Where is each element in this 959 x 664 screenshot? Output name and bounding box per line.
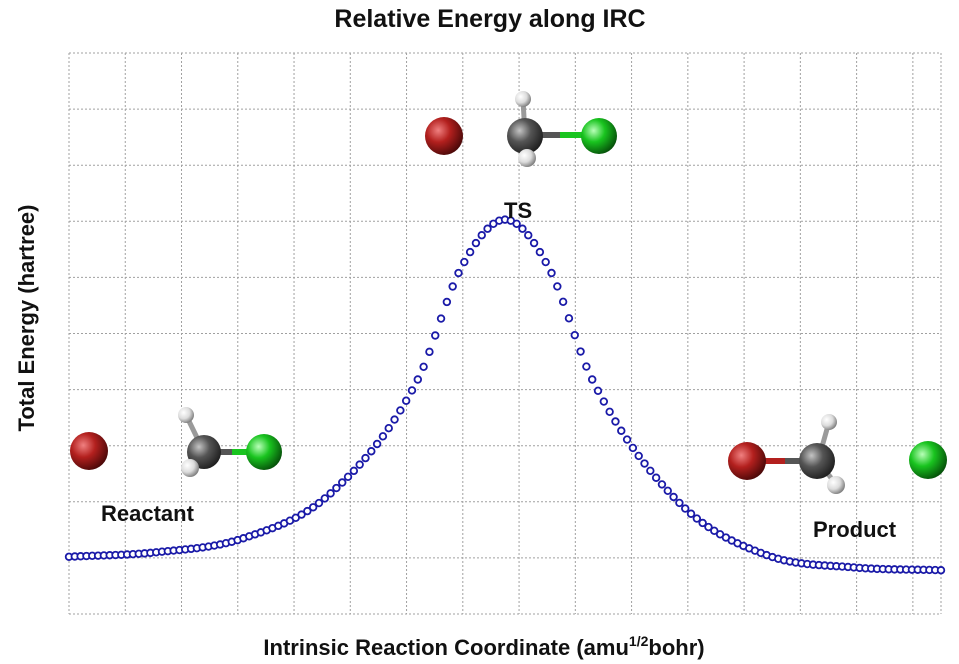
data-point <box>465 247 475 257</box>
annotation-ts: TS <box>504 198 532 223</box>
data-point <box>657 480 667 489</box>
bromine-atom <box>425 117 463 155</box>
data-point <box>611 417 620 426</box>
data-point <box>698 518 707 528</box>
data-point <box>407 386 417 395</box>
data-point <box>367 447 376 456</box>
data-point <box>675 498 684 508</box>
data-point <box>605 407 614 416</box>
data-point <box>314 498 324 508</box>
data-point <box>338 478 347 487</box>
data-point <box>372 439 382 449</box>
data-point <box>524 231 533 240</box>
x-axis-label-sup: 1/2 <box>629 633 649 649</box>
data-point <box>936 566 946 575</box>
hydrogen-atom <box>178 407 194 423</box>
carbon-atom <box>187 435 221 469</box>
data-point <box>436 314 446 323</box>
annotation-product: Product <box>813 517 897 542</box>
data-point <box>343 472 353 481</box>
product-molecule-image <box>728 414 947 494</box>
x-axis-label-main: Intrinsic Reaction Coordinate (amu <box>263 635 629 660</box>
data-point <box>622 435 632 444</box>
hydrogen-atom <box>821 414 837 430</box>
data-point <box>413 375 422 384</box>
data-point <box>419 362 428 372</box>
data-point <box>529 238 539 248</box>
data-point <box>442 297 452 307</box>
carbon-atom <box>799 443 835 479</box>
data-point <box>628 443 638 453</box>
data-point <box>663 486 672 496</box>
hydrogen-atom <box>515 91 531 107</box>
data-point <box>651 473 661 482</box>
data-point <box>297 510 306 519</box>
data-point <box>634 451 643 461</box>
ts-molecule-image <box>425 91 617 167</box>
data-point <box>378 432 388 441</box>
data-point <box>349 466 359 476</box>
data-point <box>558 297 568 306</box>
data-point <box>710 526 719 536</box>
data-point <box>681 504 690 513</box>
data-point <box>332 483 341 493</box>
plot-grid <box>68 52 942 615</box>
carbon-atom <box>507 118 543 154</box>
hydrogen-atom <box>181 459 199 477</box>
x-axis-label-tail: bohr) <box>648 635 704 660</box>
data-point <box>564 314 574 323</box>
bromine-atom <box>728 442 766 480</box>
data-point <box>617 426 626 435</box>
data-point <box>326 489 335 498</box>
data-point <box>448 282 457 291</box>
data-point <box>669 492 678 502</box>
data-point <box>570 330 579 340</box>
data-point <box>686 509 696 518</box>
chlorine-atom <box>246 434 282 470</box>
x-axis-label: Intrinsic Reaction Coordinate (amu1/2boh… <box>263 633 704 660</box>
data-point <box>692 514 702 523</box>
chlorine-atom <box>909 441 947 479</box>
data-point <box>640 459 649 468</box>
data-point <box>390 415 399 424</box>
data-point <box>646 466 655 475</box>
chart-title: Relative Energy along IRC <box>334 5 645 33</box>
data-point <box>582 362 591 371</box>
data-point <box>576 347 585 356</box>
hydrogen-atom <box>518 149 536 167</box>
reactant-molecule-image <box>70 407 282 477</box>
data-point <box>541 257 550 267</box>
y-axis-label: Total Energy (hartree) <box>14 205 39 432</box>
chlorine-atom <box>581 118 617 154</box>
data-point <box>535 247 545 257</box>
data-point <box>396 406 405 415</box>
data-point <box>547 268 556 278</box>
hydrogen-atom <box>827 476 845 494</box>
data-point <box>460 257 469 267</box>
data-point <box>308 503 318 512</box>
data-point <box>588 375 597 384</box>
data-point <box>355 460 364 469</box>
data-point <box>401 396 411 405</box>
data-point <box>512 219 521 229</box>
data-point <box>593 386 603 396</box>
data-point <box>704 522 713 532</box>
data-point <box>384 424 393 433</box>
data-point <box>553 282 562 291</box>
data-point <box>471 238 481 248</box>
data-point <box>320 494 329 503</box>
data-point <box>454 268 463 278</box>
annotation-reactant: Reactant <box>101 501 195 526</box>
data-point <box>477 231 486 240</box>
data-point <box>431 331 440 340</box>
data-point <box>483 224 492 233</box>
data-point <box>303 506 312 516</box>
bromine-atom <box>70 432 108 470</box>
data-point <box>361 453 370 463</box>
data-point <box>425 347 434 357</box>
data-point <box>518 224 527 233</box>
data-series <box>64 215 946 575</box>
data-point <box>599 397 609 406</box>
